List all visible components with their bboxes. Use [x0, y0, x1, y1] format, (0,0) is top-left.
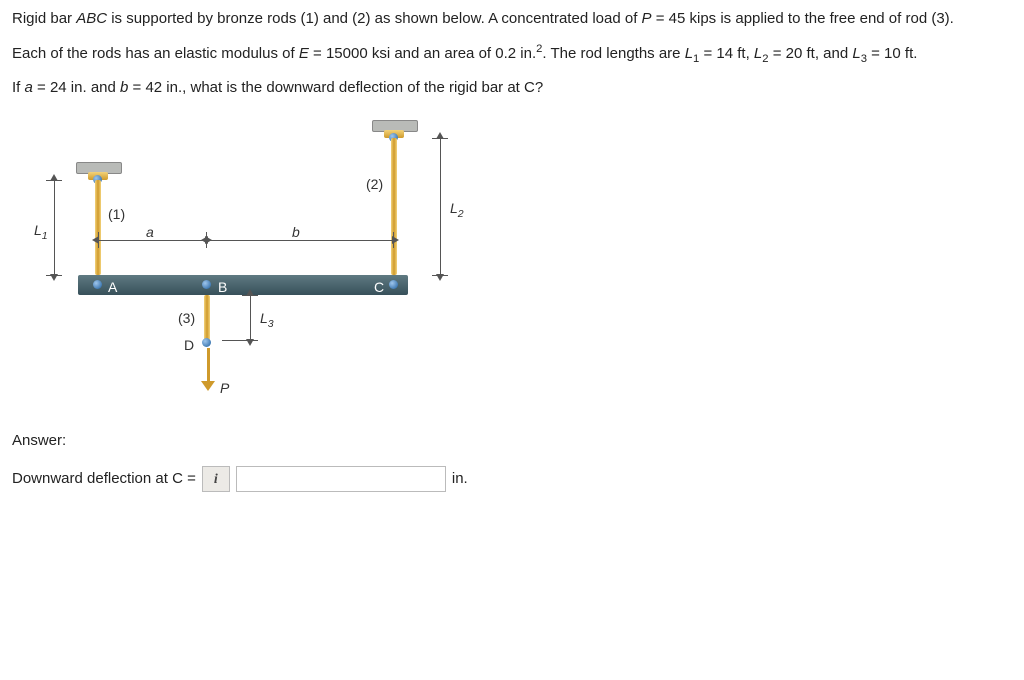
deflection-input[interactable] — [236, 466, 446, 492]
point-c: C — [374, 277, 384, 298]
text: Each of the rods has an elastic modulus … — [12, 45, 299, 62]
diagram: L1 L2 L3 a b (1) (2) (3) A B C D P — [32, 120, 512, 410]
label-a: a — [146, 222, 154, 243]
pin-a — [93, 280, 102, 289]
point-b: B — [218, 277, 227, 298]
problem-statement: Rigid bar ABC is supported by bronze rod… — [12, 8, 1012, 100]
dim-b-arrow-l — [201, 236, 208, 244]
label-l1: L1 — [34, 220, 48, 245]
answer-label: Downward deflection at C = — [12, 468, 196, 491]
e-symbol: E — [299, 45, 309, 62]
label-l2: L2 — [450, 198, 464, 223]
tag-rod-2: (2) — [366, 174, 383, 195]
dim-l3-tick-top — [242, 295, 258, 296]
l2-value: = 20 ft, and — [769, 45, 853, 62]
l3-symbol: L — [852, 45, 860, 62]
abc-symbol: ABC — [76, 10, 107, 27]
tag-rod-1: (1) — [108, 204, 125, 225]
load-p-label: P — [220, 378, 229, 399]
dim-a-tick-l — [98, 232, 99, 248]
tag-rod-3: (3) — [178, 308, 195, 329]
dim-l1-tick-bot — [46, 275, 62, 276]
load-arrow-shaft — [207, 348, 210, 383]
dim-l3-tick-bot — [222, 340, 258, 341]
text: If — [12, 79, 25, 96]
label-l3: L3 — [260, 308, 274, 333]
l1-value: = 14 ft, — [699, 45, 754, 62]
answer-heading: Answer: — [12, 430, 1012, 453]
answer-section: Answer: Downward deflection at C = i in. — [12, 430, 1012, 493]
label-b: b — [292, 222, 300, 243]
problem-line-2: Each of the rods has an elastic modulus … — [12, 41, 1012, 68]
a-symbol: a — [25, 79, 33, 96]
text: . The rod lengths are — [542, 45, 684, 62]
text: = 45 kips is applied to the free end of … — [652, 10, 954, 27]
l2-symbol: L — [754, 45, 762, 62]
dim-l1-tick-top — [46, 180, 62, 181]
pin-b — [202, 280, 211, 289]
a-value: = 24 in. and — [33, 79, 120, 96]
answer-row: Downward deflection at C = i in. — [12, 466, 1012, 492]
pin-d — [202, 338, 211, 347]
dim-l3-line — [250, 295, 251, 340]
text: Rigid bar — [12, 10, 76, 27]
l3-value: = 10 ft. — [867, 45, 917, 62]
info-button[interactable]: i — [202, 466, 230, 492]
load-arrow-head — [201, 381, 215, 391]
answer-unit: in. — [452, 468, 468, 491]
dim-l2-line — [440, 138, 441, 275]
point-d: D — [184, 335, 194, 356]
dim-b-tick-r — [393, 232, 394, 248]
dim-l1-line — [54, 180, 55, 275]
rod-3 — [204, 295, 210, 340]
dim-l2-tick-bot — [432, 275, 448, 276]
rod-1 — [95, 180, 101, 275]
p-symbol: P — [642, 10, 652, 27]
l1-symbol: L — [685, 45, 693, 62]
dim-b-line — [207, 240, 393, 241]
text: = 15000 ksi and an area of 0.2 in. — [309, 45, 536, 62]
rod-2 — [391, 138, 397, 275]
rigid-bar-abc — [78, 275, 408, 295]
problem-line-1: Rigid bar ABC is supported by bronze rod… — [12, 8, 1012, 31]
dim-l2-tick-top — [432, 138, 448, 139]
pin-c — [389, 280, 398, 289]
b-value: = 42 in., what is the downward deflectio… — [128, 79, 543, 96]
text: is supported by bronze rods (1) and (2) … — [107, 10, 642, 27]
problem-line-3: If a = 24 in. and b = 42 in., what is th… — [12, 77, 1012, 100]
point-a: A — [108, 277, 117, 298]
